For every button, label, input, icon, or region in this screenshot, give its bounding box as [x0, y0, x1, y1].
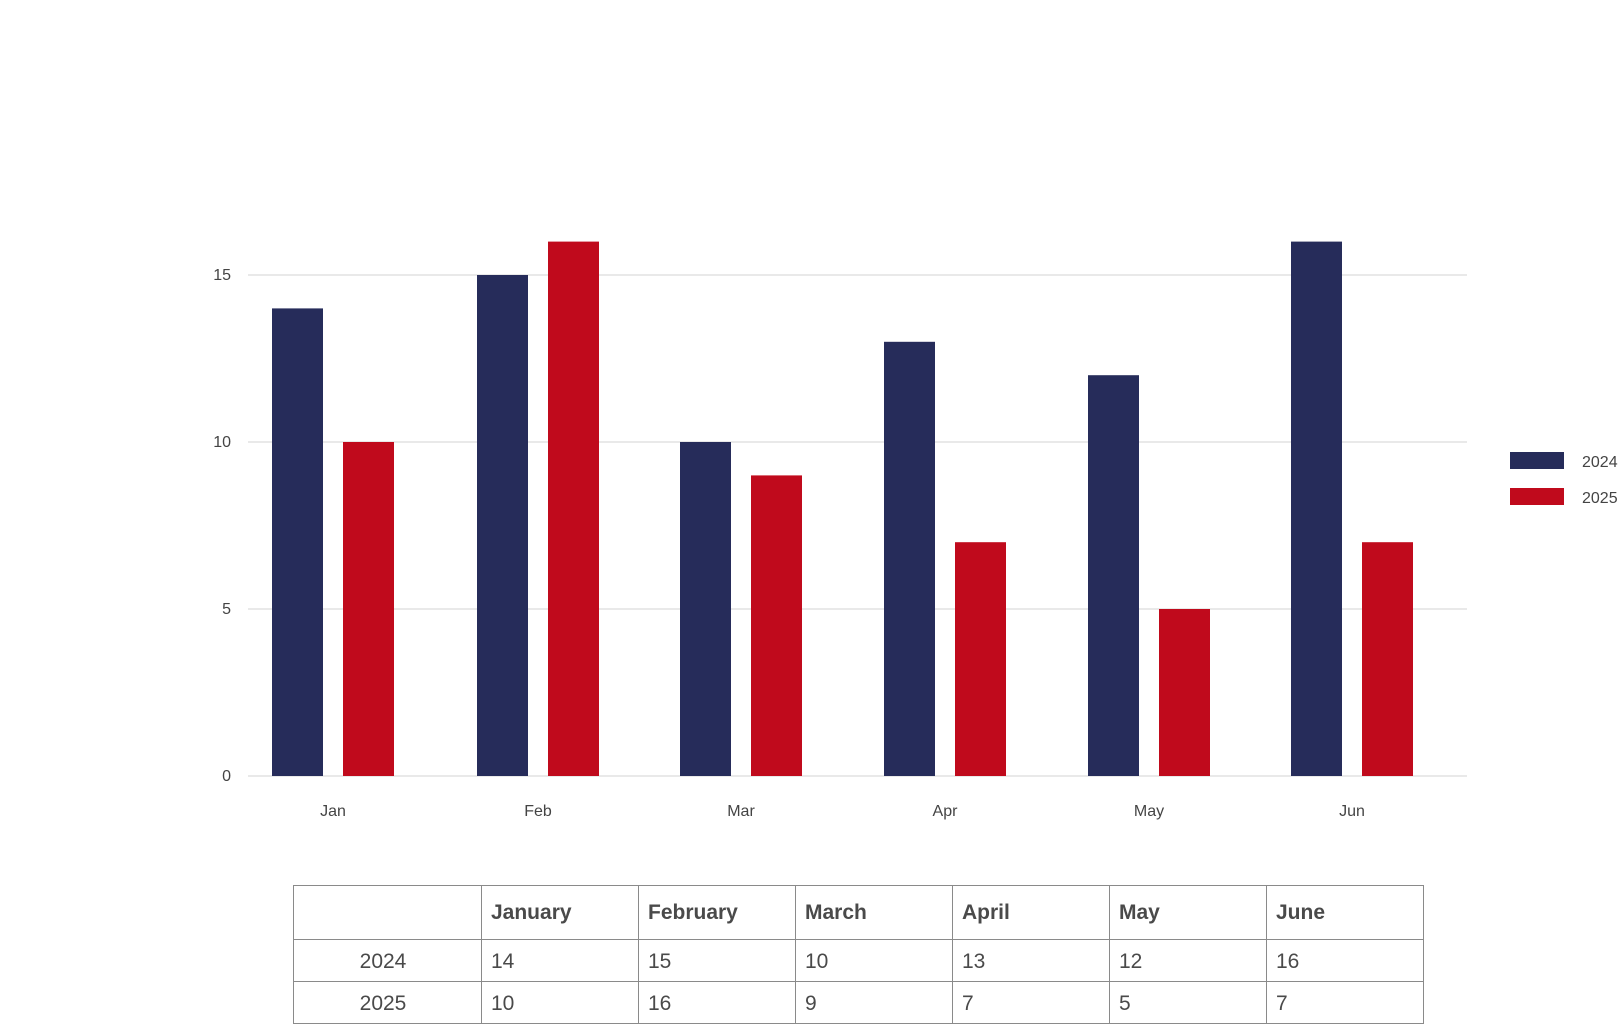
y-tick-label: 10 — [213, 434, 231, 451]
x-tick-label: Jun — [1339, 803, 1365, 820]
legend-label: 2024 — [1582, 454, 1618, 471]
x-tick-label: Feb — [524, 803, 552, 820]
x-axis-ticks: Jan Feb Mar Apr May Jun — [320, 803, 1365, 820]
legend: 2024 2025 — [1510, 452, 1618, 507]
table-cell: 10 — [481, 981, 639, 1024]
table-cell: 16 — [638, 981, 796, 1024]
y-tick-label: 15 — [213, 267, 231, 284]
table-cell: 7 — [1266, 981, 1424, 1024]
table-header-cell: February — [638, 885, 796, 940]
table-cell: 16 — [1266, 939, 1424, 982]
bar-2025-mar — [751, 475, 802, 776]
y-tick-label: 0 — [222, 768, 231, 785]
table-header-cell: June — [1266, 885, 1424, 940]
table-header-cell: March — [795, 885, 953, 940]
data-table: January February March April May June 20… — [293, 885, 1424, 1024]
bars — [272, 241, 1413, 777]
bar-2024-jan — [272, 308, 323, 776]
table-header-cell: May — [1109, 885, 1267, 940]
table-row: 2024 14 15 10 13 12 16 — [293, 939, 1424, 982]
table-row-label: 2025 — [293, 981, 482, 1024]
gridlines — [248, 274, 1467, 777]
table-cell: 15 — [638, 939, 796, 982]
bar-2025-apr — [955, 542, 1006, 776]
legend-label: 2025 — [1582, 490, 1618, 507]
table-cell: 14 — [481, 939, 639, 982]
table-cell: 10 — [795, 939, 953, 982]
table-cell: 13 — [952, 939, 1110, 982]
x-tick-label: May — [1134, 803, 1164, 820]
bar-2024-jun — [1291, 241, 1342, 777]
bar-chart: 0 5 10 15 Jan Feb Mar Apr May Jun 2024 2025 — [213, 241, 1618, 820]
x-tick-label: Apr — [933, 803, 959, 820]
table-cell: 9 — [795, 981, 953, 1024]
y-tick-label: 5 — [222, 601, 231, 618]
table-header-corner — [293, 885, 482, 940]
legend-swatch-2025 — [1510, 488, 1564, 505]
x-tick-label: Jan — [320, 803, 346, 820]
bar-2025-jan — [343, 442, 394, 776]
table-header-cell: April — [952, 885, 1110, 940]
table-row: 2025 10 16 9 7 5 7 — [293, 981, 1424, 1024]
table-row-label: 2024 — [293, 939, 482, 982]
x-tick-label: Mar — [727, 803, 755, 820]
table-header-row: January February March April May June — [293, 885, 1424, 940]
table-header-cell: January — [481, 885, 639, 940]
bar-2025-may — [1159, 609, 1210, 776]
bar-2024-apr — [884, 341, 935, 776]
bar-2025-feb — [548, 241, 599, 777]
y-axis-ticks: 0 5 10 15 — [213, 267, 231, 785]
bar-2025-jun — [1362, 542, 1413, 776]
bar-2024-mar — [680, 442, 731, 776]
table-cell: 5 — [1109, 981, 1267, 1024]
bar-2024-may — [1088, 375, 1139, 776]
legend-swatch-2024 — [1510, 452, 1564, 469]
table-cell: 7 — [952, 981, 1110, 1024]
table-cell: 12 — [1109, 939, 1267, 982]
bar-2024-feb — [477, 275, 528, 776]
